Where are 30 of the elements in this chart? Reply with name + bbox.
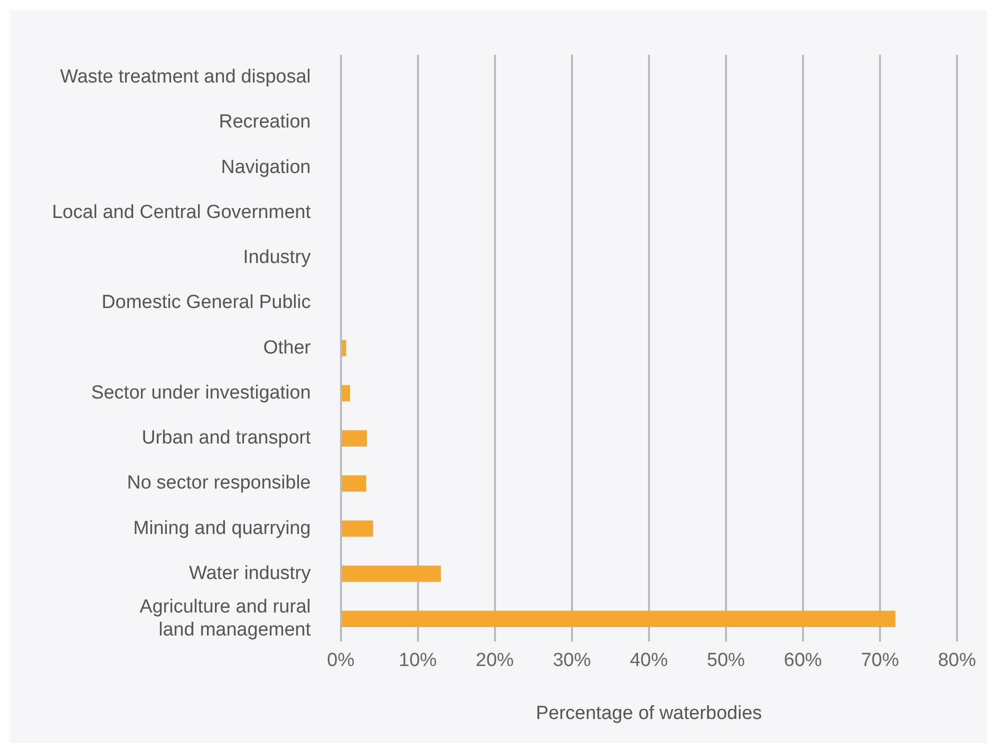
y-tick-label: Industry [243,247,312,268]
x-tick-label: 80% [938,650,976,672]
y-tick-label: No sector responsible [126,472,311,494]
x-tick-label: 50% [706,650,746,672]
bar [342,385,350,402]
x-tick-label: 20% [476,650,514,672]
y-tick-label: Local and Central Government [52,202,312,223]
x-tick-label: 10% [398,650,437,672]
x-axis-title: Percentage of waterbodies [536,702,762,724]
y-tick-label: Sector under investigation [91,382,311,404]
x-tick-label: 60% [784,650,822,672]
y-tick-label: Water industry [188,562,312,584]
x-tick-label: 30% [552,650,591,672]
y-tick-label: Recreation [218,112,311,133]
y-tick-label: Navigation [220,156,311,178]
x-tick-label: 40% [630,650,668,672]
y-tick-label: Agriculture and rural land management [140,596,312,640]
bar [342,475,366,492]
y-tick-label: Waste treatment and disposal [60,66,311,88]
x-tick-label: 70% [860,650,900,672]
y-tick-label: Other [263,337,312,358]
bar [342,520,374,537]
y-tick-label: Domestic General Public [102,292,311,314]
x-tick-label: 0% [327,650,355,672]
bar [342,340,346,356]
y-tick-label: Mining and quarrying [133,518,311,539]
bar [342,430,367,446]
y-tick-label: Urban and transport [142,428,312,449]
bar [342,566,441,582]
bar [342,610,896,627]
